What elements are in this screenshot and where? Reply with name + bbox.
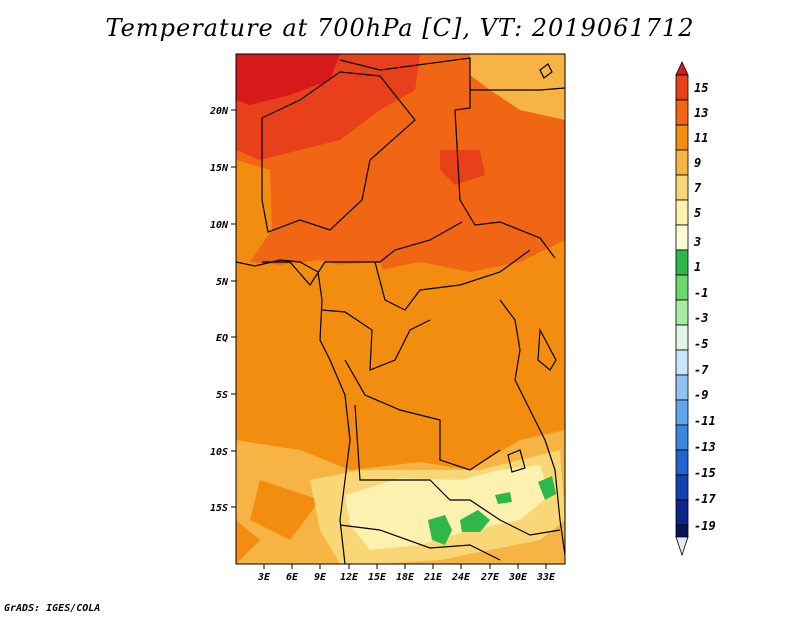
colorbar-label: 11	[694, 131, 708, 145]
colorbar-bottom-arrow	[675, 536, 689, 557]
colorbar-label: -3	[694, 311, 708, 325]
colorbar	[675, 61, 689, 557]
colorbar-label: -15	[694, 466, 716, 480]
lon-label: 30E	[508, 572, 528, 583]
lon-label: 27E	[480, 572, 500, 583]
temperature-field	[236, 54, 565, 564]
colorbar-label: -13	[694, 440, 716, 454]
lat-label: 10S	[210, 447, 228, 458]
lon-label: 9E	[314, 572, 327, 583]
lat-label: 5S	[216, 390, 228, 401]
colorbar-label: 15	[694, 81, 708, 95]
colorbar-label: 9	[694, 156, 701, 170]
lon-label: 3E	[257, 572, 271, 583]
colorbar-label: 3	[693, 235, 701, 249]
lon-label: 24E	[451, 572, 471, 583]
lon-label: 12E	[340, 572, 359, 583]
map-title: Temperature at 700hPa [C], VT: 201906171…	[105, 14, 695, 42]
colorbar-label: -19	[694, 519, 716, 533]
colorbar-label: 1	[694, 260, 701, 274]
lat-label: 5N	[216, 277, 229, 288]
lat-label: 15N	[210, 163, 229, 174]
country-borders	[236, 57, 565, 564]
lat-label: 20N	[209, 106, 229, 117]
colorbar-label: 13	[694, 106, 708, 120]
colorbar-label: -17	[694, 492, 716, 506]
colorbar-label: 7	[694, 181, 702, 195]
lat-label: EQ	[216, 333, 228, 344]
lon-label: 15E	[368, 572, 387, 583]
lon-label: 6E	[286, 572, 299, 583]
colorbar-label: -7	[694, 363, 709, 377]
lat-label: 10N	[210, 220, 229, 231]
map-frame	[235, 53, 566, 565]
lon-label: 21E	[423, 572, 443, 583]
axis-ticks	[231, 109, 547, 569]
colorbar-top-arrow	[675, 61, 689, 76]
colorbar-label: 5	[694, 206, 701, 220]
lat-label: 15S	[210, 503, 228, 514]
lon-label: 18E	[396, 572, 415, 583]
grads-credit: GrADS: IGES/COLA	[4, 603, 101, 614]
colorbar-label: -11	[694, 414, 716, 428]
colorbar-label: -5	[694, 337, 708, 351]
lon-label: 33E	[536, 572, 556, 583]
colorbar-label: -1	[694, 286, 708, 300]
colorbar-label: -9	[694, 388, 708, 402]
